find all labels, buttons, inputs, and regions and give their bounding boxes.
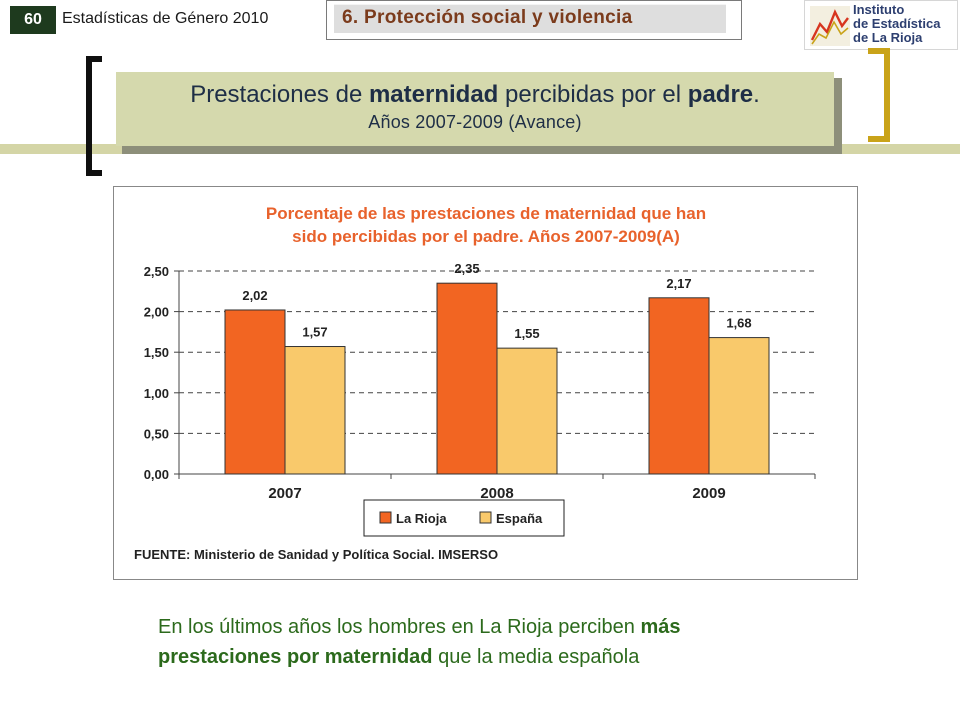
institute-logo: Instituto de Estadística de La Rioja <box>804 0 958 50</box>
chart-frame: Porcentaje de las prestaciones de matern… <box>113 186 858 580</box>
bar <box>436 282 498 475</box>
legend-swatch <box>379 511 392 524</box>
page-number: 60 <box>10 6 56 34</box>
section-header: 6. Protección social y violencia <box>326 0 742 40</box>
left-bracket-decoration <box>86 56 102 176</box>
series-title: Estadísticas de Género 2010 <box>62 10 269 27</box>
x-tick-label: 2009 <box>692 485 725 502</box>
right-bracket-decoration <box>868 48 890 142</box>
y-tick-label: 0,00 <box>144 467 169 482</box>
bar <box>708 337 770 475</box>
y-tick-label: 1,00 <box>144 386 169 401</box>
bar <box>284 346 346 475</box>
bar <box>648 297 710 475</box>
y-tick-label: 1,50 <box>144 345 169 360</box>
title-line-1: Prestaciones de maternidad percibidas po… <box>190 81 760 108</box>
logo-graph-icon <box>810 6 850 46</box>
y-tick-label: 2,50 <box>144 264 169 279</box>
chart-title-line: Porcentaje de las prestaciones de matern… <box>266 204 706 223</box>
bar-value-label: 1,57 <box>302 325 327 340</box>
legend-label: La Rioja <box>396 511 447 526</box>
bar-chart: Porcentaje de las prestaciones de matern… <box>134 204 816 562</box>
legend-swatch <box>479 511 492 524</box>
section-label: 6. Protección social y violencia <box>342 7 633 28</box>
x-tick-label: 2007 <box>268 485 301 502</box>
logo-line: de La Rioja <box>853 30 923 45</box>
legend-box <box>363 499 565 537</box>
logo-text: Instituto de Estadística de La Rioja <box>853 3 940 45</box>
bar-value-label: 2,17 <box>666 276 691 291</box>
bar-value-label: 1,55 <box>514 326 539 341</box>
bar <box>224 309 286 475</box>
logo-line: de Estadística <box>853 16 941 31</box>
slide-title: Prestaciones de maternidad percibidas po… <box>116 72 834 146</box>
footnote-text: En los últimos años los hombres en La Ri… <box>158 616 681 668</box>
bar-value-label: 1,68 <box>726 316 751 331</box>
bar-value-label: 2,35 <box>454 261 479 276</box>
y-tick-label: 0,50 <box>144 426 169 441</box>
legend-label: España <box>496 511 543 526</box>
source-note: FUENTE: Ministerio de Sanidad y Política… <box>134 547 498 562</box>
x-tick-label: 2008 <box>480 485 513 502</box>
title-line-2: Años 2007-2009 (Avance) <box>368 112 582 132</box>
chart-title-line: sido percibidas por el padre. Años 2007-… <box>292 227 680 246</box>
logo-line: Instituto <box>853 2 905 17</box>
y-tick-label: 2,00 <box>144 305 169 320</box>
bar-value-label: 2,02 <box>242 288 267 303</box>
bar <box>496 347 558 475</box>
